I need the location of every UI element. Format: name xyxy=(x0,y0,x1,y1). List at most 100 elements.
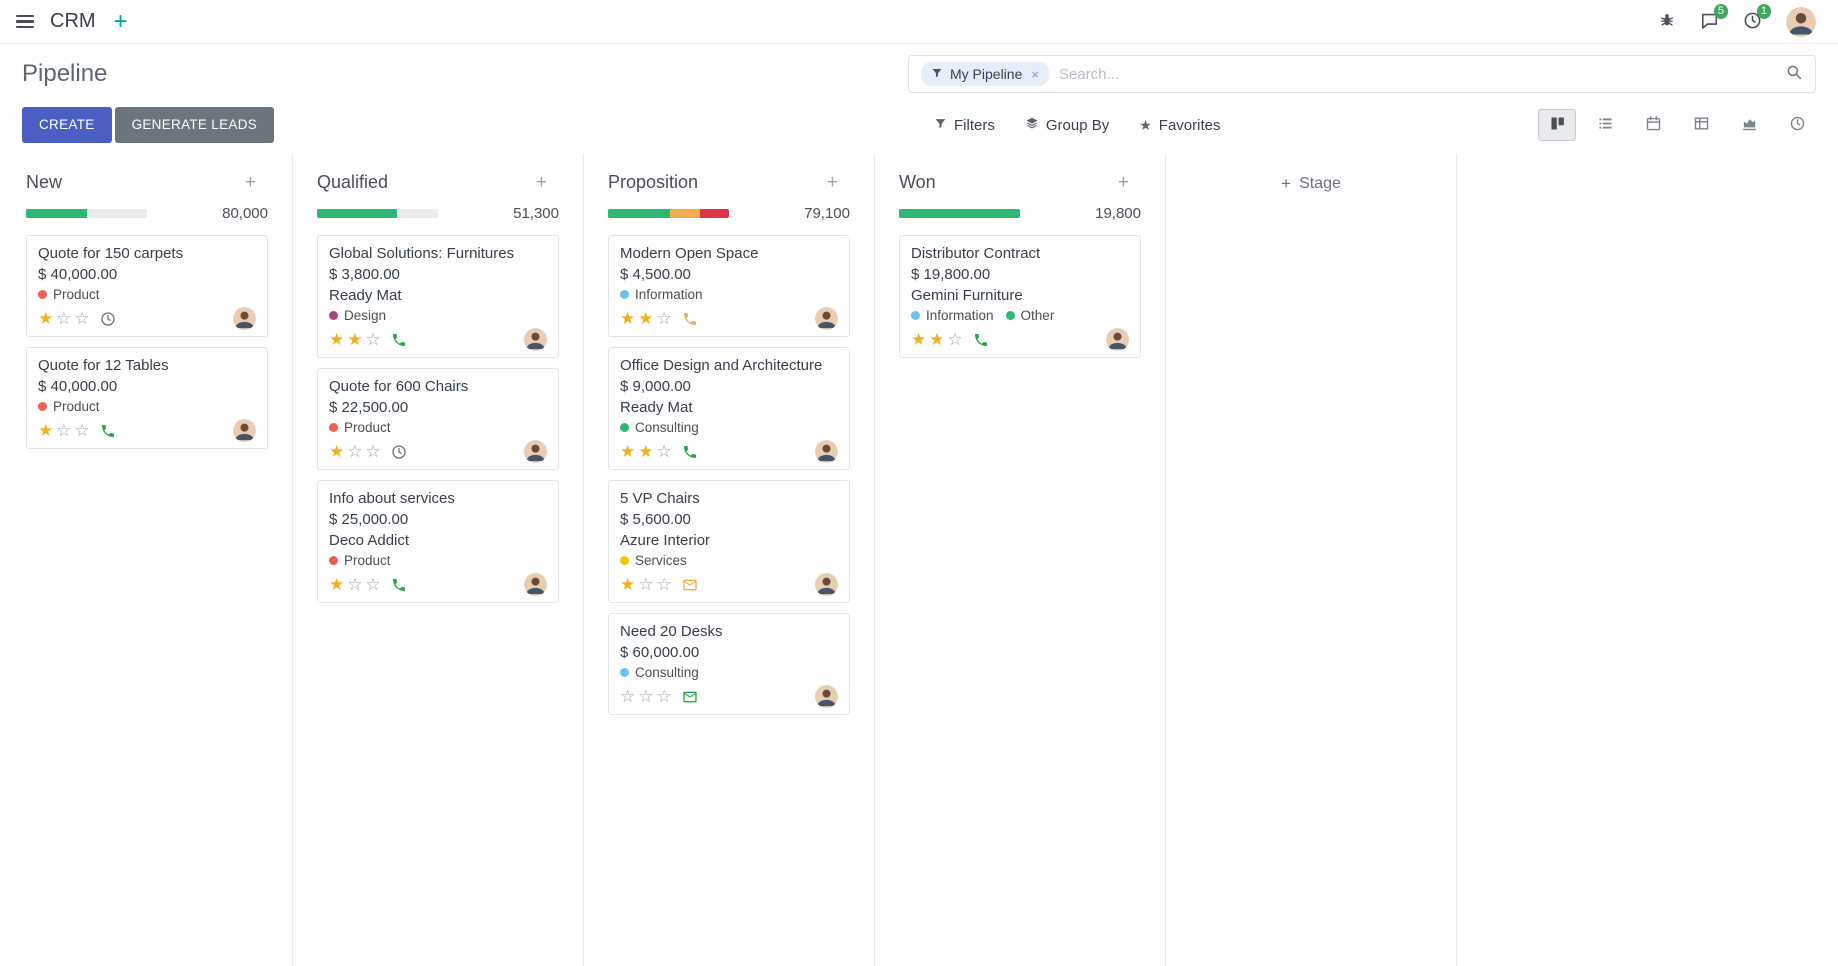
priority-star[interactable]: ☆ xyxy=(365,442,381,461)
column-title[interactable]: New xyxy=(26,172,63,192)
search-input[interactable] xyxy=(1048,64,1785,84)
column-progressbar[interactable] xyxy=(26,209,147,218)
create-button[interactable]: CREATE xyxy=(22,106,112,144)
facet-remove-icon[interactable]: × xyxy=(1031,66,1039,82)
column-progressbar[interactable] xyxy=(317,209,438,218)
column-add-icon[interactable]: + xyxy=(244,172,256,193)
view-graph-button[interactable] xyxy=(1730,109,1768,141)
app-brand[interactable]: CRM xyxy=(50,10,96,32)
user-avatar[interactable] xyxy=(1786,6,1816,37)
column-add-icon[interactable]: + xyxy=(1117,172,1129,193)
priority-star[interactable]: ☆ xyxy=(56,309,72,328)
priority-star[interactable]: ★ xyxy=(638,309,654,328)
view-calendar-button[interactable] xyxy=(1634,109,1672,141)
progress-segment-warning[interactable] xyxy=(669,209,700,218)
kanban-card[interactable]: Office Design and Architecture $ 9,000.0… xyxy=(608,347,850,470)
priority-star[interactable]: ☆ xyxy=(347,575,363,594)
quick-add-button[interactable]: + xyxy=(113,7,128,35)
priority-star[interactable]: ★ xyxy=(620,442,636,461)
phone-activity-icon[interactable] xyxy=(682,311,698,327)
kanban-card[interactable]: 5 VP Chairs $ 5,600.00 Azure Interior Se… xyxy=(608,480,850,603)
priority-star[interactable]: ★ xyxy=(38,309,54,328)
priority-star[interactable]: ★ xyxy=(347,330,363,349)
add-stage-button[interactable]: + Stage xyxy=(1190,174,1432,194)
priority-star[interactable]: ☆ xyxy=(74,309,90,328)
priority-star[interactable]: ★ xyxy=(329,442,345,461)
kanban-card[interactable]: Quote for 150 carpets $ 40,000.00 Produc… xyxy=(26,235,268,337)
view-list-button[interactable] xyxy=(1586,109,1624,141)
column-title[interactable]: Qualified xyxy=(317,172,389,192)
progress-segment-success[interactable] xyxy=(26,209,87,218)
column-progressbar[interactable] xyxy=(899,209,1020,218)
favorites-dropdown[interactable]: ★ Favorites xyxy=(1139,116,1221,134)
view-kanban-button[interactable] xyxy=(1538,109,1576,141)
card-partner: Ready Mat xyxy=(620,399,693,416)
column-title[interactable]: Won xyxy=(899,172,936,192)
kanban-card[interactable]: Info about services $ 25,000.00 Deco Add… xyxy=(317,480,559,603)
envelope-activity-icon[interactable] xyxy=(682,577,698,593)
progress-segment-success[interactable] xyxy=(608,209,670,218)
kanban-card[interactable]: Global Solutions: Furnitures $ 3,800.00 … xyxy=(317,235,559,358)
search-facet[interactable]: My Pipeline × xyxy=(921,62,1049,86)
priority-star[interactable]: ☆ xyxy=(656,309,672,328)
clock-activity-icon[interactable] xyxy=(100,311,116,327)
kanban-card[interactable]: Modern Open Space $ 4,500.00 Information… xyxy=(608,235,850,337)
phone-activity-icon[interactable] xyxy=(973,332,989,348)
add-stage-label: Stage xyxy=(1299,175,1341,192)
clock-activity-icon[interactable] xyxy=(391,444,407,460)
view-activity-button[interactable] xyxy=(1778,109,1816,141)
progress-segment-muted[interactable] xyxy=(86,209,147,218)
search-icon[interactable] xyxy=(1785,63,1803,86)
messages-badge: 5 xyxy=(1713,3,1728,19)
filters-dropdown[interactable]: Filters xyxy=(934,117,995,134)
progress-segment-muted[interactable] xyxy=(396,209,438,218)
priority-star[interactable]: ☆ xyxy=(656,687,672,706)
column-add-icon[interactable]: + xyxy=(826,172,838,193)
priority-star[interactable]: ★ xyxy=(620,575,636,594)
kanban-card[interactable]: Distributor Contract $ 19,800.00 Gemini … xyxy=(899,235,1141,358)
priority-star[interactable]: ★ xyxy=(329,575,345,594)
card-expected-revenue: $ 19,800.00 xyxy=(911,266,991,283)
priority-star[interactable]: ☆ xyxy=(947,330,963,349)
debug-bug-button[interactable] xyxy=(1658,11,1676,32)
priority-star[interactable]: ★ xyxy=(638,442,654,461)
priority-star[interactable]: ☆ xyxy=(347,442,363,461)
progress-segment-danger[interactable] xyxy=(699,209,729,218)
progress-segment-success[interactable] xyxy=(899,209,1020,218)
priority-star[interactable]: ☆ xyxy=(365,575,381,594)
priority-star[interactable]: ☆ xyxy=(620,687,636,706)
activities-button[interactable]: 1 xyxy=(1743,3,1771,33)
search-bar[interactable]: My Pipeline × xyxy=(908,55,1816,93)
kanban-card[interactable]: Quote for 12 Tables $ 40,000.00 Product … xyxy=(26,347,268,449)
priority-star[interactable]: ☆ xyxy=(638,687,654,706)
priority-star[interactable]: ★ xyxy=(38,421,54,440)
kanban-card[interactable]: Quote for 600 Chairs $ 22,500.00 Product… xyxy=(317,368,559,470)
envelope-activity-icon[interactable] xyxy=(682,689,698,705)
generate-leads-button[interactable]: GENERATE LEADS xyxy=(114,106,275,144)
column-progressbar[interactable] xyxy=(608,209,729,218)
priority-star[interactable]: ☆ xyxy=(56,421,72,440)
phone-activity-icon[interactable] xyxy=(391,332,407,348)
priority-star[interactable]: ☆ xyxy=(638,575,654,594)
priority-star[interactable]: ☆ xyxy=(365,330,381,349)
phone-activity-icon[interactable] xyxy=(391,577,407,593)
group-by-dropdown[interactable]: Group By xyxy=(1025,116,1109,134)
view-pivot-button[interactable] xyxy=(1682,109,1720,141)
priority-star[interactable]: ★ xyxy=(911,330,927,349)
progress-segment-success[interactable] xyxy=(317,209,397,218)
kanban-card[interactable]: Need 20 Desks $ 60,000.00 Consulting ☆ ☆ ☆ xyxy=(608,613,850,715)
priority-star[interactable]: ★ xyxy=(620,309,636,328)
priority-widget: ★ ☆ ☆ xyxy=(38,310,93,327)
priority-star[interactable]: ☆ xyxy=(656,442,672,461)
priority-star[interactable]: ☆ xyxy=(74,421,90,440)
priority-star[interactable]: ☆ xyxy=(656,575,672,594)
phone-activity-icon[interactable] xyxy=(100,423,116,439)
phone-activity-icon[interactable] xyxy=(682,444,698,460)
messages-button[interactable]: 5 xyxy=(1700,3,1728,33)
apps-menu-button[interactable] xyxy=(16,10,34,34)
priority-star[interactable]: ★ xyxy=(929,330,945,349)
column-add-icon[interactable]: + xyxy=(535,172,547,193)
priority-star[interactable]: ★ xyxy=(329,330,345,349)
column-cards: Modern Open Space $ 4,500.00 Information… xyxy=(608,235,850,715)
column-title[interactable]: Proposition xyxy=(608,172,699,192)
